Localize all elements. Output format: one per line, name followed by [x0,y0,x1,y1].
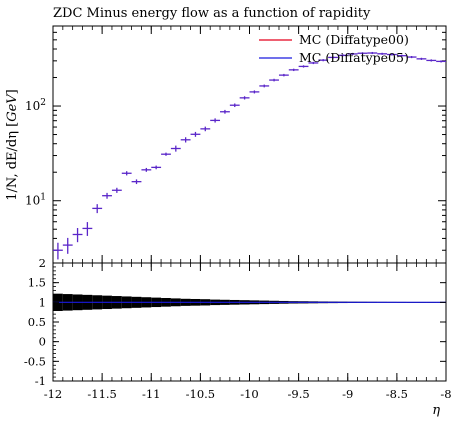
x-axis-ticks: -12 -11.5 -11 -10.5 -10 -9.5 -9 -8.5 -8 [44,26,452,401]
data-point [318,59,329,62]
ratio-error-band [53,293,446,311]
y-axis-label: 1/N, dE/dη [GeV] [5,89,20,201]
data-point [377,52,388,55]
main-y-tick-label: 102 [25,98,46,113]
y-axis-label-prefix: 1/N, dE/dη [ [5,122,20,201]
data-point [82,222,93,236]
data-point [92,204,103,214]
x-tick-label: -10 [240,387,259,401]
data-point [141,167,152,172]
data-point [367,51,378,55]
x-tick-label: -12 [44,387,63,401]
ratio-y-tick-label: 0.5 [28,315,46,329]
data-point [269,78,279,82]
data-point [387,53,397,56]
data-point [239,96,250,100]
data-point [62,237,73,254]
data-point [190,131,201,137]
data-point [278,73,289,77]
data-point [210,118,221,123]
data-point [229,103,240,108]
data-point [200,126,211,132]
data-point [220,109,230,114]
legend-label-diffatype00: MC (Diffatype00) [299,32,409,47]
ratio-plot-frame [52,262,447,382]
data-point [288,68,299,72]
data-point [406,55,417,59]
x-tick-label: -11 [142,387,161,401]
data-point [53,242,63,260]
data-point [151,165,162,170]
main-data-points [53,51,446,260]
legend-label-diffatype05: MC (Diffatype05) [299,50,409,65]
x-axis-label: η [432,403,440,418]
data-point [337,54,348,57]
data-point [347,52,358,56]
legend: MC (Diffatype00) MC (Diffatype05) [259,32,409,65]
chart-title: ZDC Minus energy flow as a function of r… [53,6,371,21]
data-point [308,61,319,65]
data-point [249,90,260,94]
x-tick-label: -9.5 [288,387,310,401]
data-point [121,171,132,176]
data-point [131,179,142,185]
data-point [170,145,181,152]
data-point [436,60,446,63]
y-axis-label-suffix: ] [5,89,20,94]
x-tick-label: -11.5 [87,387,117,401]
x-tick-label: -9 [342,387,353,401]
ratio-y-tick-label: 1.5 [28,276,46,290]
x-tick-label: -10.5 [186,387,216,401]
data-point [72,228,83,243]
data-point [161,152,171,156]
data-point [259,84,270,88]
data-point [298,65,309,68]
x-tick-label: -8 [440,387,451,401]
ratio-y-tick-label: 2 [39,256,46,270]
data-point [102,192,112,199]
data-point [426,59,437,62]
ratio-y-tick-label: 1 [39,295,46,309]
ratio-y-tick-label: -1 [35,374,46,388]
ratio-y-tick-label: -0.5 [24,354,46,368]
ratio-y-ticks: -1 -0.5 0 0.5 1 1.5 2 [24,256,446,388]
data-point [111,187,122,193]
data-point [357,52,368,55]
ratio-y-tick-label: 0 [39,335,46,349]
x-tick-label: -8.5 [386,387,408,401]
data-point [396,54,407,57]
y-axis-label-unit: GeV [5,93,20,122]
data-point [180,137,191,143]
data-point [328,56,338,59]
main-y-tick-label: 101 [25,193,46,208]
data-point [416,57,427,60]
